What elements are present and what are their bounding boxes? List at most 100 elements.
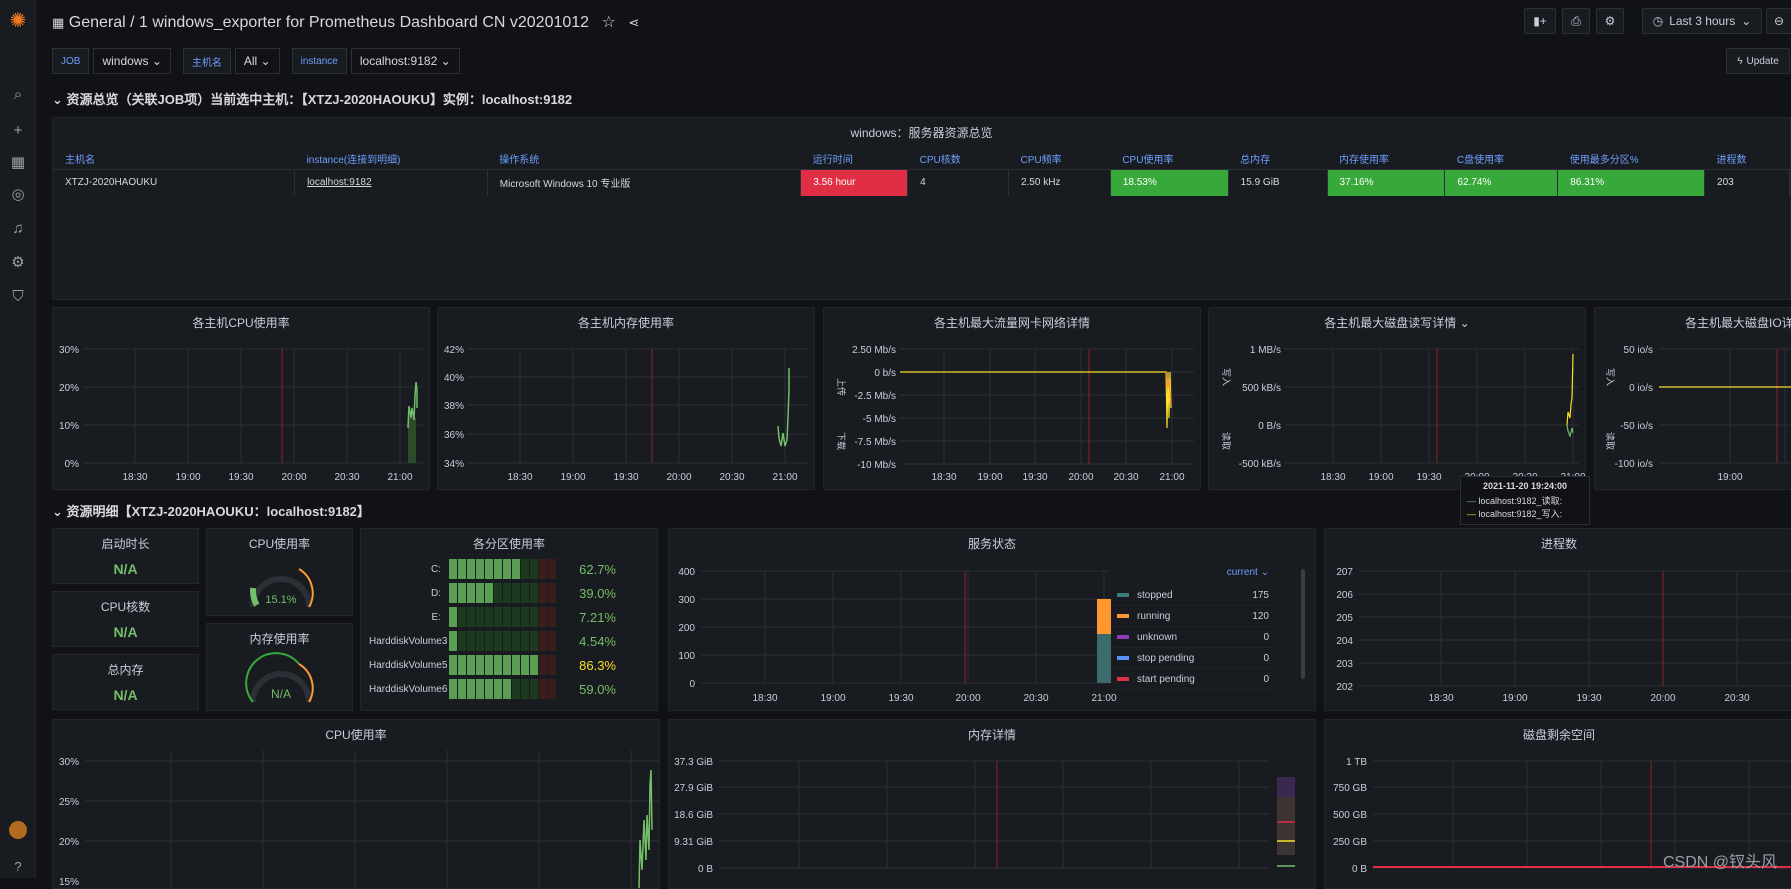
dashboards-icon[interactable]: ▦	[10, 154, 26, 171]
partition-bar-cell	[539, 607, 547, 627]
panel-title-text: 各主机最大磁盘读写详情	[1324, 316, 1457, 330]
table-cell-link[interactable]: localhost:9182	[294, 169, 488, 196]
update-button[interactable]: ϟ Update	[1726, 48, 1790, 74]
table-cell: 2.50 kHz	[1008, 169, 1111, 196]
x-tick-label: 18:30	[1428, 693, 1453, 704]
gear-icon[interactable]: ⚙	[11, 254, 25, 271]
row-title-detail[interactable]: ⌄ 资源明细【XTZJ-2020HAOUKU：localhost:9182】	[52, 504, 370, 519]
partition-bar-cell	[503, 679, 511, 699]
cpu-usage-svg[interactable]: 30% 25% 20% 15%	[53, 720, 660, 889]
panel-title: 磁盘剩余空间	[1522, 728, 1595, 742]
memory-detail-svg[interactable]: 37.3 GiB 27.9 GiB 18.6 GiB 9.31 GiB 0 B	[669, 720, 1316, 889]
partition-bar-cell	[458, 679, 466, 699]
legend-item-stopped[interactable]: stopped 175	[1113, 585, 1273, 606]
breadcrumb-folder[interactable]: General	[68, 14, 126, 31]
partition-bar-cell	[485, 607, 493, 627]
table-cell: 4	[907, 169, 1009, 196]
table-header[interactable]: 主机名	[53, 148, 295, 170]
dashboard-title[interactable]: 1 windows_exporter for Prometheus Dashbo…	[139, 14, 590, 31]
table-header[interactable]: CPU核数	[907, 148, 1009, 170]
grafana-logo-icon[interactable]: ✺	[9, 9, 27, 32]
partition-bar-cell	[539, 583, 547, 603]
instance-link[interactable]: localhost:9182	[307, 177, 372, 189]
memory-detail-panel: 内存详情 37.3 GiB 27.9 GiB 18.6 GiB 9.31 GiB…	[668, 719, 1316, 889]
avatar[interactable]	[0, 816, 36, 844]
partition-bar-cell	[458, 583, 466, 603]
disk-free-svg[interactable]: 1 TB 750 GB 500 GB 250 GB 0 B	[1325, 720, 1791, 889]
x-tick-label: 20:00	[1068, 472, 1093, 483]
table-header[interactable]: CPU使用率	[1110, 148, 1229, 170]
legend-header[interactable]: current ⌄	[1226, 567, 1269, 578]
var-select-hostname[interactable]: All ⌄	[234, 48, 280, 74]
table-header[interactable]: 进程数	[1704, 148, 1790, 170]
shield-icon[interactable]: ⛉	[12, 287, 24, 305]
row-title-overview[interactable]: ⌄ 资源总览（关联JOB项）当前选中主机：【XTZJ-2020HAOUKU】实例…	[52, 92, 573, 107]
chevron-down-icon[interactable]: ⌄	[1459, 316, 1470, 330]
table-header[interactable]: 总内存	[1228, 148, 1328, 170]
partition-bar-cell	[548, 607, 556, 627]
explore-icon[interactable]: ◎	[11, 186, 25, 203]
chart-host-disk-rw-svg[interactable]: 1 MB/s 500 kB/s 0 B/s -500 kB/s 写入 读取 18…	[1209, 308, 1586, 490]
table-header[interactable]: instance(连接到明细)	[294, 148, 488, 170]
partition-bar-cell	[521, 679, 529, 699]
time-range-picker[interactable]: ◷ Last 3 hours ⌄	[1642, 8, 1762, 34]
table-cell-uptime: 3.56 hour	[800, 169, 909, 196]
legend-scrollbar[interactable]	[1301, 569, 1305, 679]
partition-bar-cell	[449, 583, 457, 603]
settings-gear-icon[interactable]: ⚙	[1596, 8, 1624, 34]
chart-host-mem-svg[interactable]: 42% 40% 38% 36% 34% 18:30 19:00 19:30 20…	[438, 308, 815, 490]
partition-bar-cell	[467, 559, 475, 579]
share-icon[interactable]: ⋖	[628, 15, 640, 30]
y-tick-label: 207	[1336, 567, 1353, 578]
save-icon[interactable]: ⎙	[1562, 8, 1590, 34]
partition-bar-cell	[449, 607, 457, 627]
y-tick-label: 0 B	[698, 864, 713, 875]
series-line	[900, 371, 1172, 429]
table-header[interactable]: 操作系统	[487, 148, 801, 170]
partition-bar-cell	[548, 655, 556, 675]
legend-item-unknown[interactable]: unknown 0	[1113, 627, 1273, 648]
table-header[interactable]: C盘使用率	[1444, 148, 1558, 170]
help-icon[interactable]: ?	[14, 858, 22, 874]
table-header[interactable]: 内存使用率	[1327, 148, 1445, 170]
var-select-instance[interactable]: localhost:9182 ⌄	[350, 48, 460, 74]
table-header[interactable]: 使用最多分区%	[1557, 148, 1705, 170]
x-tick-label: 19:00	[1502, 693, 1527, 704]
partition-bar-cell	[512, 679, 520, 699]
legend-item-start-pending[interactable]: start pending 0	[1113, 669, 1273, 690]
partition-bar-cell	[494, 631, 502, 651]
panel-title: 各主机最大磁盘IO详	[1685, 316, 1791, 330]
chart-host-disk-io-svg[interactable]: 50 io/s 0 io/s -50 io/s -100 io/s 写入 读取 …	[1595, 308, 1791, 490]
variables-bar: JOB windows ⌄ 主机名 All ⌄ instance localho…	[52, 48, 468, 74]
table-header[interactable]: CPU频率	[1008, 148, 1111, 170]
var-label-hostname: 主机名	[182, 48, 231, 74]
partition-bar-cell	[548, 559, 556, 579]
table-header[interactable]: 运行时间	[800, 148, 908, 170]
bell-icon[interactable]: ♫	[12, 219, 24, 237]
service-status-svg[interactable]: 400 300 200 100 0 18:30 19:00 19:30 20:0…	[669, 529, 1316, 711]
star-icon[interactable]: ☆	[601, 14, 616, 31]
var-select-job[interactable]: windows ⌄	[93, 48, 171, 74]
legend-item-stop-pending[interactable]: stop pending 0	[1113, 648, 1273, 669]
partition-bar-cell	[485, 559, 493, 579]
x-tick-label: 21:00	[1159, 472, 1184, 483]
chart-host-cpu-svg[interactable]: 30% 20% 10% 0% 18:30 19:00 19:30 20:00 2…	[53, 308, 430, 490]
search-icon[interactable]: ⌕	[13, 85, 23, 103]
stat-cpu-cores: CPU核数 N/A	[52, 591, 199, 647]
partition-bar-cell	[521, 607, 529, 627]
zoom-out-icon[interactable]: ⊖	[1766, 8, 1791, 34]
tooltip-item-read: — localhost:9182_读取:	[1467, 496, 1563, 506]
chart-host-network-svg[interactable]: 2.50 Mb/s 0 b/s -2.5 Mb/s -5 Mb/s -7.5 M…	[824, 308, 1201, 490]
plus-icon[interactable]: +	[13, 121, 23, 139]
partition-bar-cell	[449, 631, 457, 651]
partition-bar	[449, 583, 556, 603]
stat-value: N/A	[113, 624, 138, 640]
series-line	[1566, 424, 1574, 438]
watermark: CSDN @钗头风	[1662, 854, 1777, 871]
partition-name: E:	[431, 611, 441, 623]
y-tick-label: 1 MB/s	[1250, 345, 1281, 356]
y-tick-label: 0 B/s	[1258, 421, 1281, 432]
process-count-svg[interactable]: 207 206 205 204 203 202 18:30 19:00 19:3…	[1325, 529, 1791, 711]
add-panel-icon[interactable]: ▮+	[1524, 8, 1556, 34]
legend-item-running[interactable]: running 120	[1113, 606, 1273, 627]
